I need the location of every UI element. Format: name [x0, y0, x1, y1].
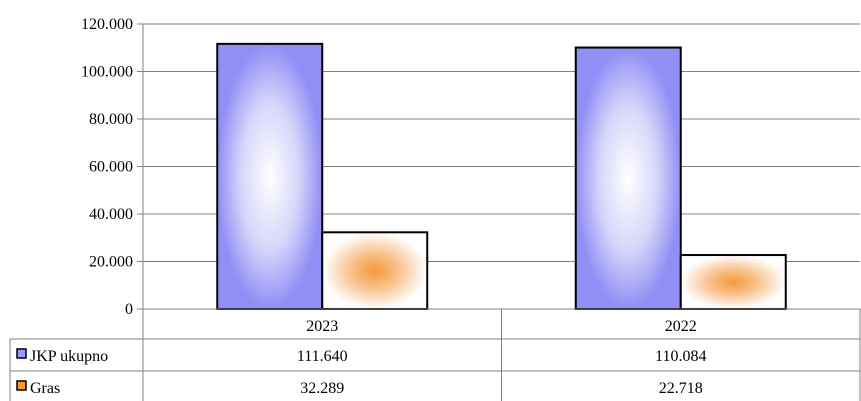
y-tick-label: 80.000: [89, 111, 133, 128]
legend-key: [16, 380, 27, 391]
data-label: 22.718: [659, 380, 703, 397]
legend-key: [16, 348, 27, 359]
x-tick-label: 2022: [665, 318, 697, 335]
y-tick-label: 20.000: [89, 254, 133, 271]
y-tick-label: 60.000: [89, 159, 133, 176]
bar-jkp-ukupno-2022: [574, 46, 682, 310]
bar-jkp-ukupno-2023: [216, 42, 324, 310]
y-tick-label: 100.000: [81, 64, 133, 81]
axes: 0 20.000 40.000 60.000 80.000 100.000 120.000: [81, 16, 144, 318]
y-tick-label: 40.000: [89, 206, 133, 223]
data-label: 111.640: [297, 348, 348, 365]
data-label: 32.289: [300, 380, 344, 397]
bar-gras-2022: [679, 254, 787, 311]
y-tick-label: 120.000: [81, 16, 133, 33]
legend-label: Gras: [30, 380, 60, 397]
data-label: 110.084: [655, 348, 706, 365]
y-tick-label: 0: [125, 301, 133, 318]
bars: [216, 42, 787, 311]
bar-gras-2023: [321, 231, 429, 311]
x-tick-label: 2023: [306, 318, 338, 335]
data-table: 2023 2022 JKP ukupno 111.640 110.084 Gras 32.2…: [9, 308, 861, 401]
legend-label: JKP ukupno: [30, 348, 108, 365]
